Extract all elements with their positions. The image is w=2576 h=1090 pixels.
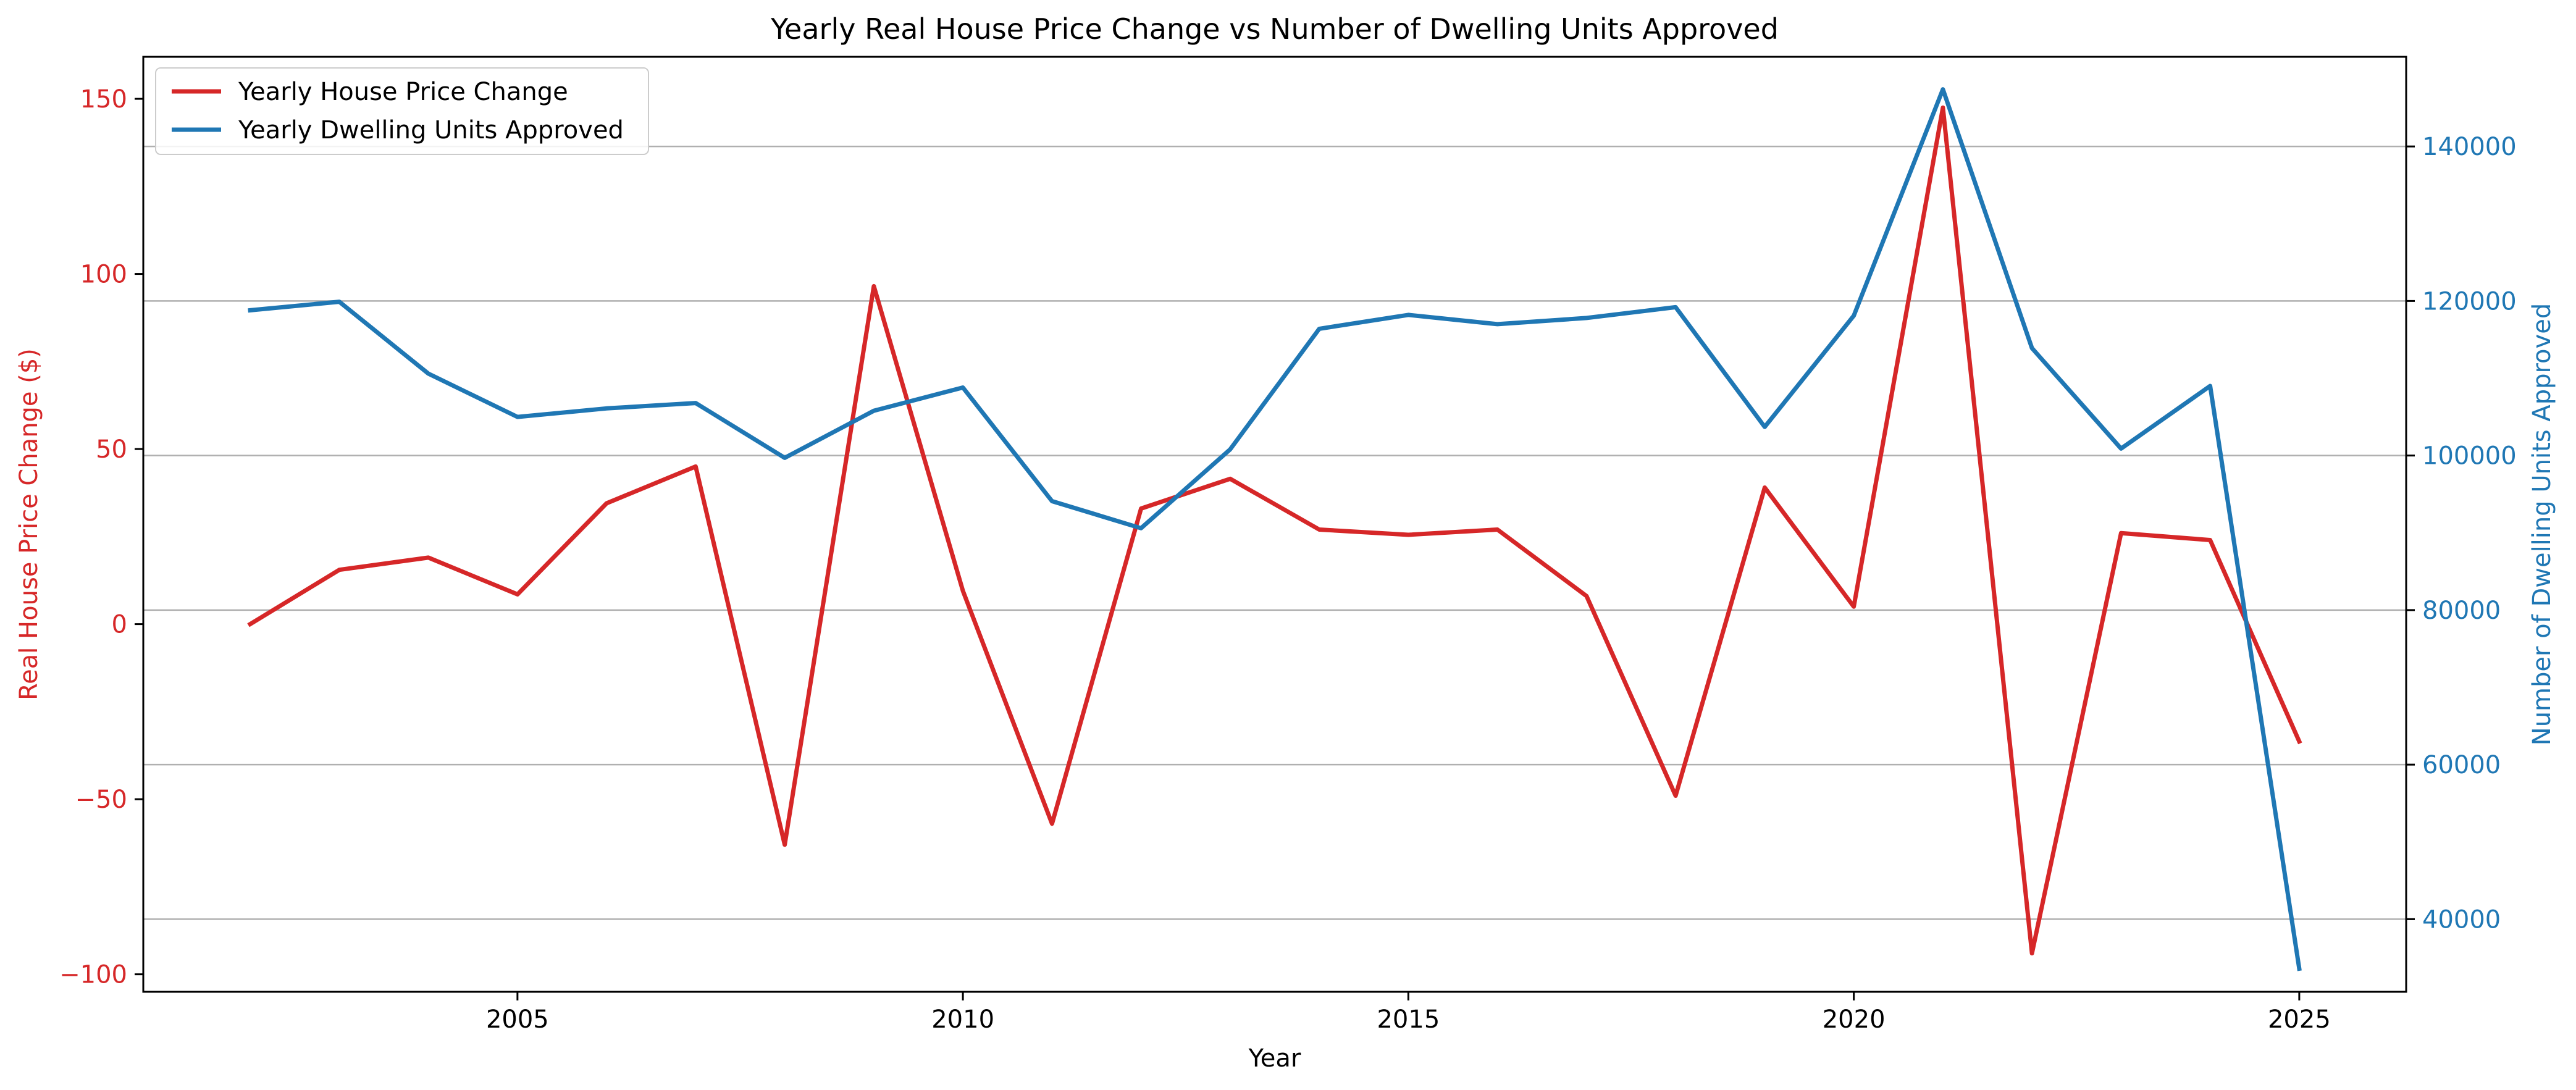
legend-box [155, 67, 649, 155]
left-y-tick-label-50: 50 [96, 435, 127, 464]
right-y-tick-label-40000: 40000 [2422, 905, 2501, 934]
house-price-change-line [247, 105, 2302, 956]
legend-label-house-price: Yearly House Price Change [238, 78, 568, 106]
right-y-tick-label-80000: 80000 [2422, 597, 2501, 625]
left-y-tick-label-150: 150 [80, 85, 127, 114]
plot-area-frame [142, 56, 2407, 993]
right-y-axis-label: Number of Dwelling Units Approved [2528, 303, 2556, 745]
legend: Yearly House Price Change Yearly Dwellin… [155, 67, 649, 155]
x-axis-label: Year [1248, 1044, 1301, 1073]
x-tick-label-2010: 2010 [931, 1005, 994, 1034]
x-axis-ticks: 2005 2010 2015 2020 2025 [486, 992, 2331, 1034]
x-tick-label-2015: 2015 [1377, 1005, 1440, 1034]
left-y-tick-label--50: −50 [75, 786, 127, 814]
left-y-tick-label--100: −100 [59, 961, 127, 989]
right-y-tick-label-120000: 120000 [2422, 287, 2517, 316]
right-y-axis-ticks: 40000 60000 80000 100000 120000 140000 [2406, 133, 2517, 934]
chart-title: Yearly Real House Price Change vs Number… [770, 12, 1779, 46]
legend-label-dwelling-units: Yearly Dwelling Units Approved [238, 116, 624, 145]
right-y-tick-label-140000: 140000 [2422, 133, 2517, 161]
right-y-tick-label-60000: 60000 [2422, 751, 2501, 779]
right-y-tick-label-100000: 100000 [2422, 442, 2517, 471]
x-tick-label-2020: 2020 [1823, 1005, 1886, 1034]
left-y-tick-label-0: 0 [112, 611, 127, 639]
x-tick-label-2005: 2005 [486, 1005, 549, 1034]
dwelling-units-approved-line [248, 87, 2302, 971]
left-y-axis-ticks: −100 −50 0 50 100 150 [59, 85, 143, 989]
left-y-tick-label-100: 100 [80, 261, 127, 289]
x-tick-label-2025: 2025 [2268, 1005, 2331, 1034]
left-y-axis-label: Real House Price Change ($) [15, 348, 43, 700]
series-lines [247, 87, 2302, 971]
